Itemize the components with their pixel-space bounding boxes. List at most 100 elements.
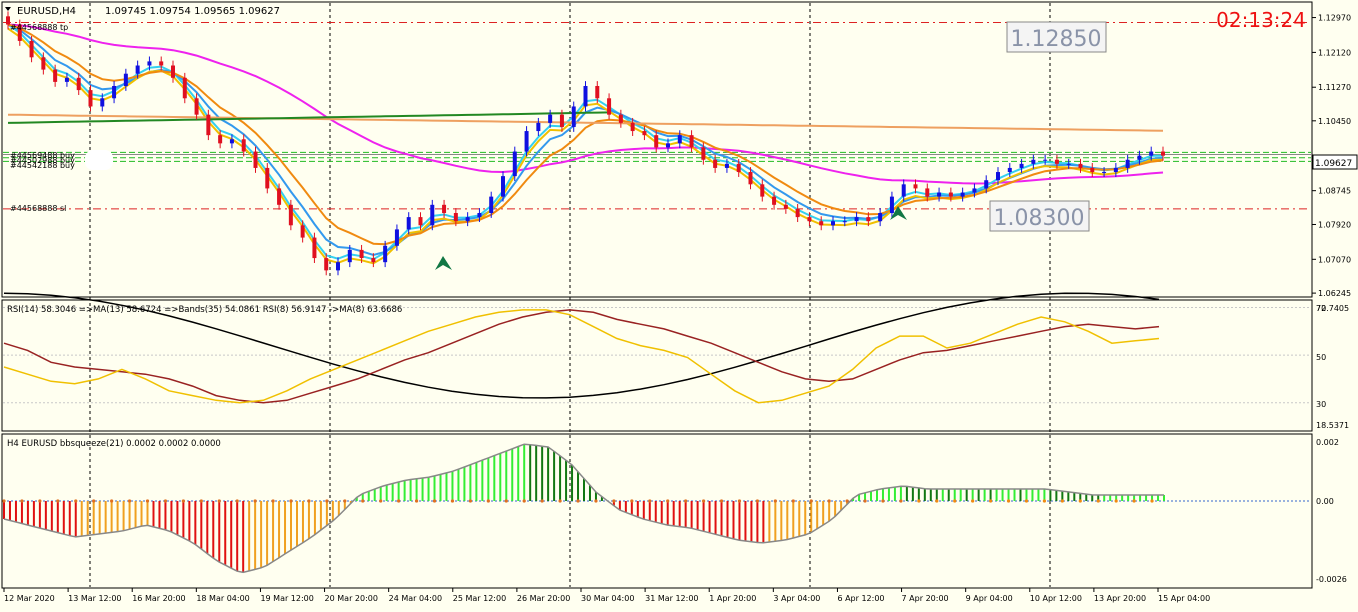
- squeeze-dot: [917, 499, 921, 503]
- candle-body: [241, 139, 246, 152]
- squeeze-dot: [791, 499, 795, 503]
- candle-body: [854, 217, 859, 222]
- ema-orange-line: [7, 23, 1164, 246]
- squeeze-dot: [1132, 499, 1136, 503]
- squeeze-dot: [20, 499, 24, 503]
- buy-label-3: #44542188 buy: [10, 161, 75, 170]
- squeeze-dot: [594, 499, 598, 503]
- candle-body: [29, 40, 34, 58]
- tp-price-box[interactable]: [1006, 21, 1107, 53]
- candle-body: [359, 249, 364, 259]
- candle-body: [677, 135, 682, 144]
- rsi-axis-top: 72.7405: [1316, 304, 1349, 313]
- time-label: 18 Mar 04:00: [196, 594, 249, 603]
- candle-body: [1161, 151, 1165, 156]
- sma-green-line: [7, 111, 610, 124]
- price-panel[interactable]: [1, 1, 1313, 298]
- squeeze-dot: [1114, 499, 1118, 503]
- candle-body: [607, 98, 612, 115]
- candle-body: [406, 217, 411, 230]
- candle-body: [783, 204, 788, 209]
- squeeze-dot: [504, 499, 508, 503]
- squeeze-panel[interactable]: [1, 433, 1313, 589]
- price-label: 1.12120: [1318, 48, 1351, 57]
- squeeze-dot: [253, 499, 257, 503]
- candle-body: [277, 188, 282, 205]
- rsi-axis-30: 30: [1316, 400, 1326, 409]
- squeeze-dot: [558, 499, 562, 503]
- candle-body: [878, 213, 883, 222]
- menu-triangle-icon[interactable]: [5, 7, 11, 11]
- candle-body: [324, 258, 329, 271]
- time-label: 16 Mar 20:00: [132, 594, 185, 603]
- candle-body: [1007, 167, 1012, 173]
- candle-body: [64, 77, 69, 82]
- buy-arrow-icon: [435, 256, 452, 270]
- candle-body: [265, 167, 270, 189]
- candle-body: [477, 213, 482, 218]
- candle-body: [972, 188, 977, 193]
- squeeze-dot: [74, 499, 78, 503]
- squeeze-dot: [199, 499, 203, 503]
- squeeze-dot: [809, 499, 813, 503]
- clock-label: 02:13:24: [1216, 8, 1306, 32]
- squeeze-dot: [1150, 499, 1154, 503]
- squeeze-dot: [343, 499, 347, 503]
- squeeze-dot: [181, 499, 185, 503]
- candle-body: [171, 65, 175, 78]
- candles: [6, 11, 1165, 276]
- squeeze-dot: [468, 499, 472, 503]
- candle-body: [288, 204, 293, 226]
- candle-body: [831, 221, 835, 226]
- current-price-text: 1.09627: [1315, 159, 1352, 169]
- squeeze-dot: [737, 499, 742, 503]
- trade-levels: [3, 21, 1311, 210]
- candle-body: [925, 188, 930, 197]
- time-label: 10 Apr 12:00: [1030, 594, 1082, 603]
- squeeze-dot: [755, 499, 760, 503]
- candle-body: [147, 61, 152, 66]
- buy-label-2: #44502988 buy: [10, 156, 75, 165]
- rsi-panel[interactable]: [1, 299, 1313, 432]
- axes: 12 Mar 2020 13 Mar 12:00 16 Mar 20:00 18 Ma…: [3, 14, 1351, 603]
- squeeze-dot: [361, 499, 365, 503]
- candle-body: [17, 24, 22, 41]
- ohlc-label: 1.09745 1.09754 1.09565 1.09627: [105, 6, 280, 17]
- candle-body: [701, 147, 706, 160]
- squeeze-dot: [845, 499, 849, 503]
- candle-body: [512, 151, 517, 177]
- squeeze-dot: [1060, 499, 1064, 503]
- rsi-main-line: [3, 309, 1160, 404]
- squeeze-dot: [235, 499, 239, 503]
- squeeze-dot: [163, 499, 168, 503]
- squeeze-dot: [397, 499, 401, 503]
- rsi-title: RSI(14) 58.3046 =>MA(13) 58.6724 =>Bands…: [7, 305, 402, 315]
- candle-body: [842, 221, 847, 223]
- price-label: 1.11270: [1318, 83, 1351, 92]
- candle-body: [229, 139, 234, 144]
- sq-axis-top: 0.002: [1316, 438, 1339, 447]
- buy-label-1: #44569488 buy: [10, 151, 75, 160]
- squeeze-dot: [127, 499, 132, 503]
- price-label: 1.12970: [1318, 14, 1351, 23]
- candle-body: [206, 114, 211, 136]
- candle-body: [194, 98, 199, 115]
- price-label: 1.10450: [1318, 117, 1351, 126]
- squeeze-dot: [522, 499, 526, 503]
- price-label: 1.07070: [1318, 255, 1351, 264]
- squeeze-dot: [630, 499, 634, 503]
- rsi-bands-line: [3, 292, 1160, 399]
- squeeze-dot: [307, 499, 311, 503]
- sma-tan-line: [7, 113, 1164, 132]
- squeeze-dot: [38, 499, 42, 503]
- candle-body: [571, 106, 576, 127]
- candle-body: [736, 163, 741, 173]
- candle-body: [347, 249, 352, 263]
- candle-body: [76, 77, 81, 91]
- sl-price-box[interactable]: [989, 200, 1090, 232]
- candle-body: [1125, 159, 1130, 168]
- candle-body: [760, 184, 765, 197]
- candle-body: [1102, 172, 1107, 174]
